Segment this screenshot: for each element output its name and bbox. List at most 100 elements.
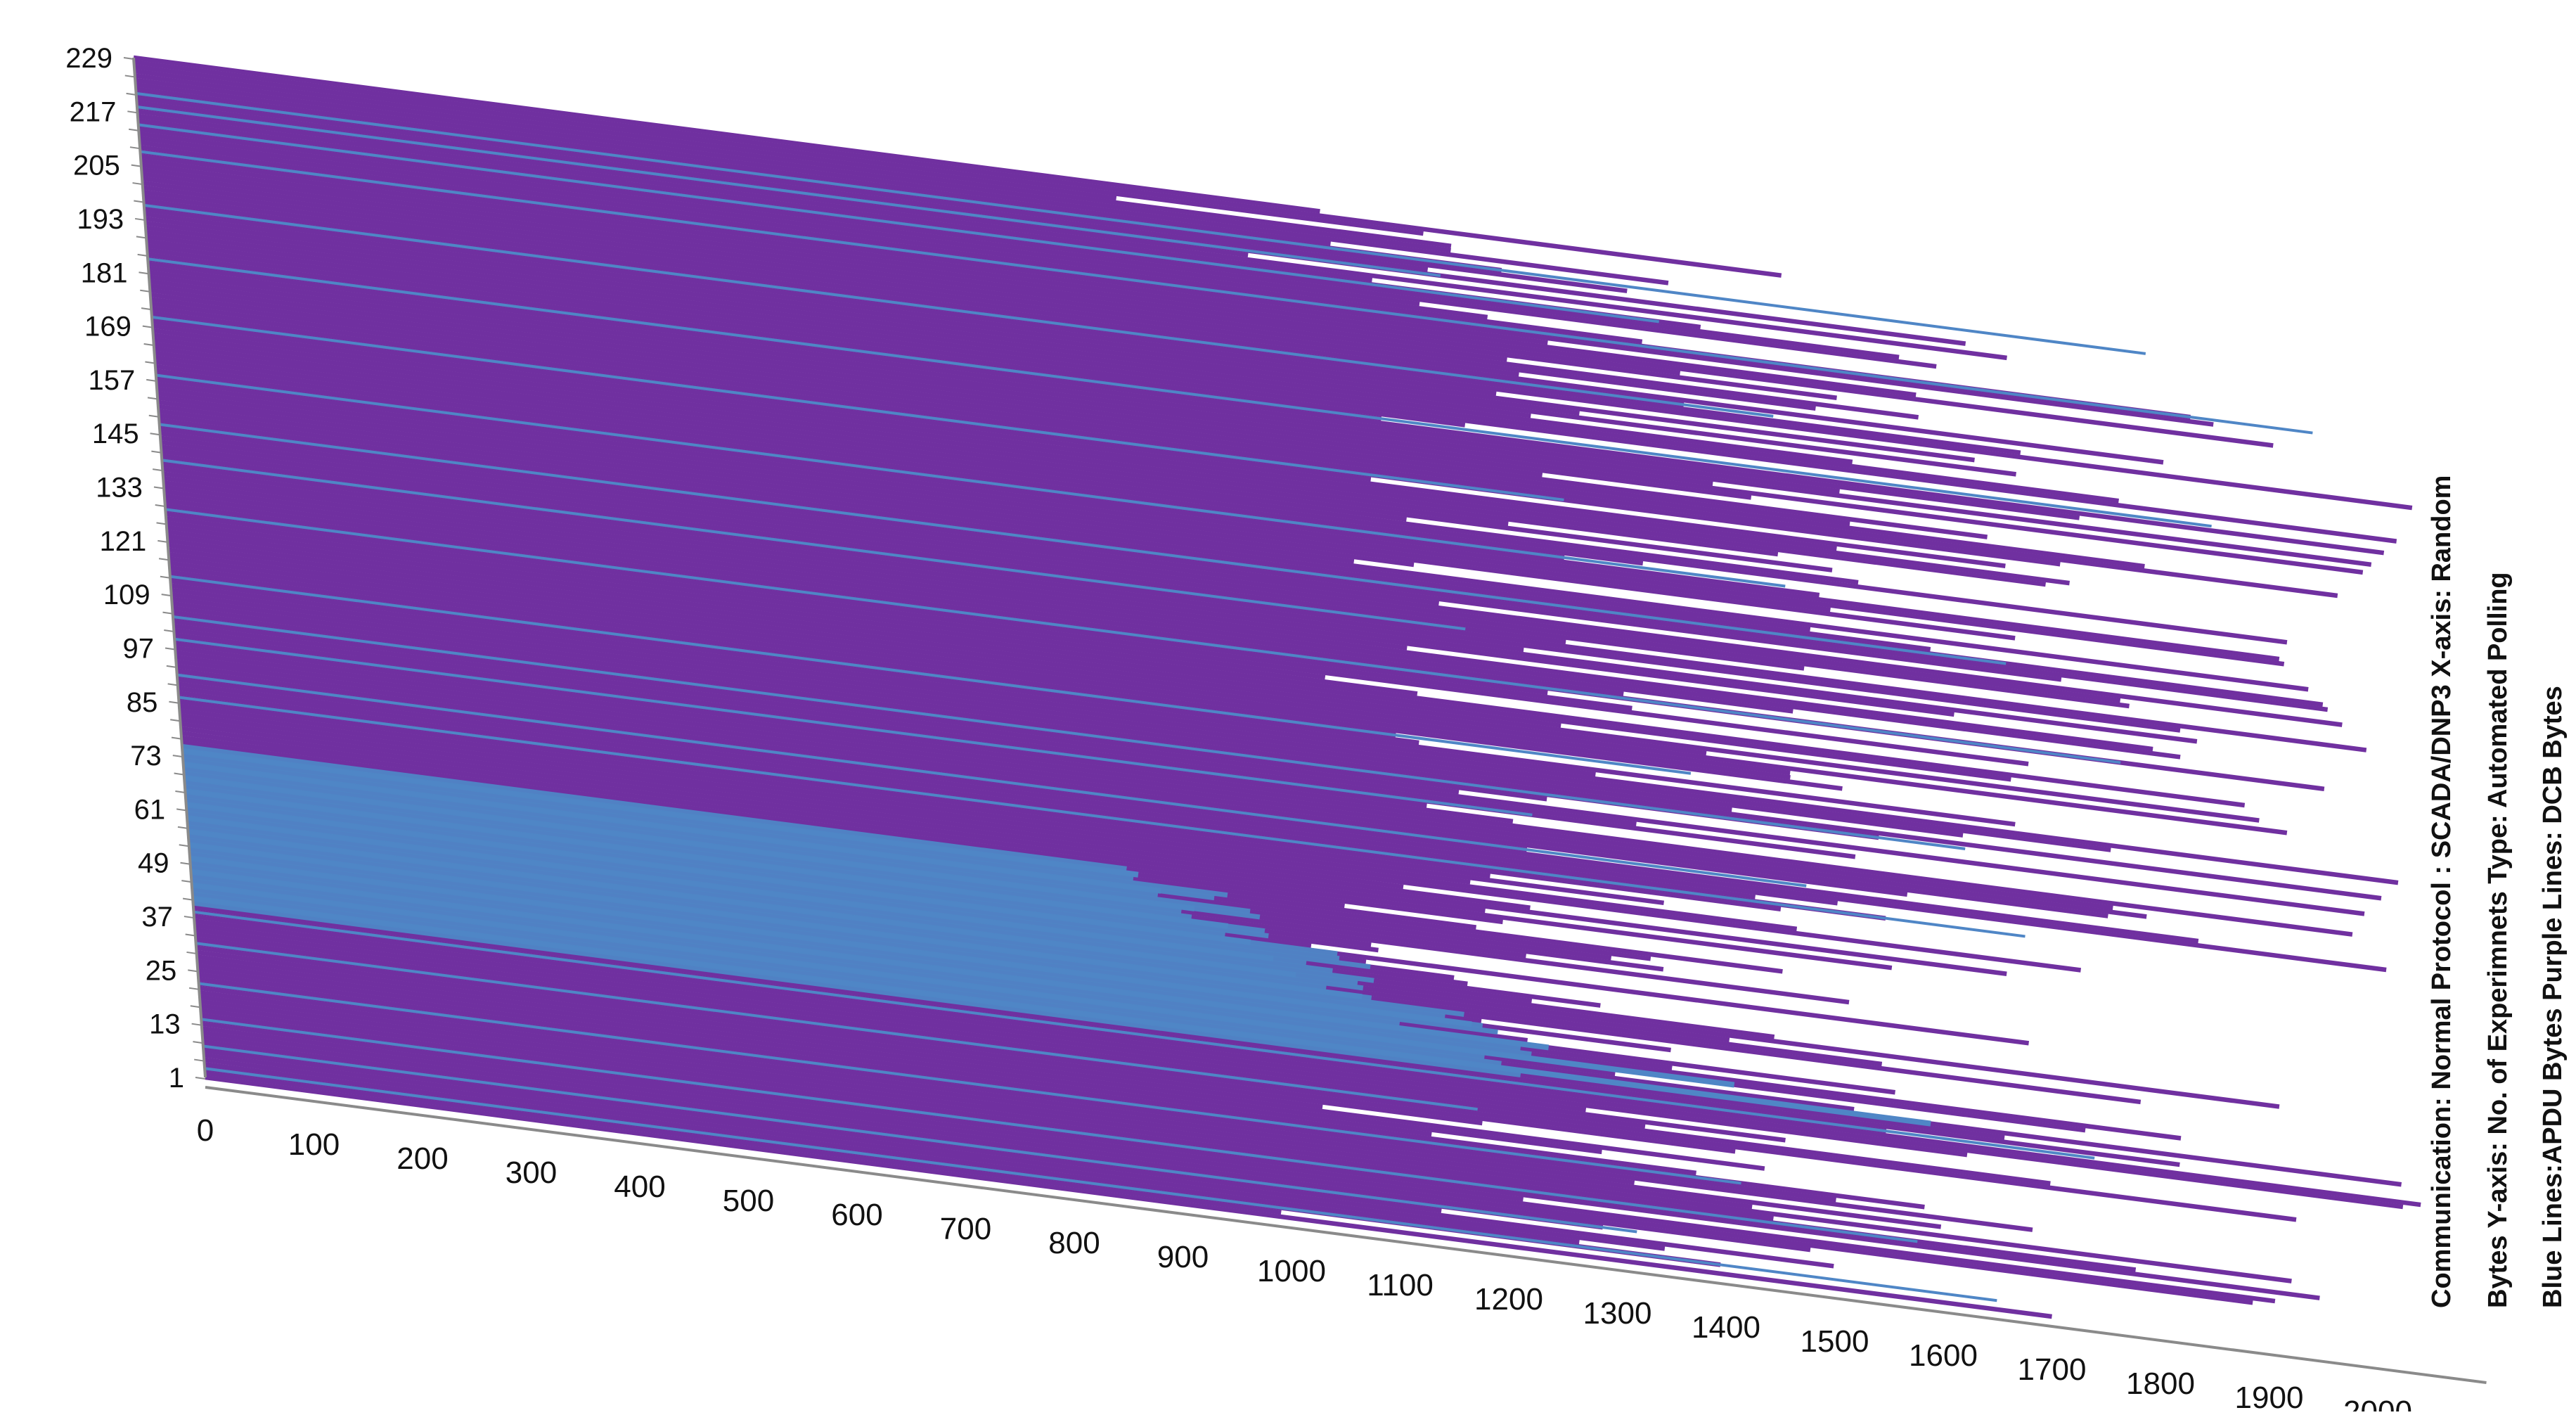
purple-bar-exp-142 (160, 444, 2121, 703)
y-minor-tick (191, 1023, 202, 1026)
y-minor-tick (182, 897, 193, 901)
purple-bar-exp-149 (158, 413, 1811, 632)
y-minor-tick (127, 110, 138, 114)
y-minor-tick (141, 307, 152, 311)
blue-band-exp-65 (184, 788, 1266, 934)
blue-band-exp-75 (181, 743, 1127, 871)
purple-bar-exp-26 (197, 963, 1765, 1171)
y-minor-tick (175, 790, 186, 793)
purple-bar-exp-180 (148, 274, 2372, 568)
purple-bar-exp-217 (136, 109, 1249, 258)
purple-bar-exp-134 (163, 480, 1954, 717)
y-minor-tick (169, 700, 179, 704)
purple-bar-exp-121 (167, 538, 2011, 782)
blue-band-exp-51 (189, 851, 1445, 1019)
blue-band-exp-48 (190, 864, 1400, 1027)
x-tick-label: 1200 (1474, 1282, 1543, 1317)
purple-bar-exp-154 (157, 390, 1831, 613)
purple-bar-exp-219 (136, 100, 1429, 272)
y-minor-tick (176, 808, 187, 812)
purple-bar-exp-100 (174, 632, 1637, 826)
y-minor-tick (143, 343, 154, 347)
purple-bar-exp-12 (201, 1025, 1524, 1202)
purple-bar-exp-161 (155, 359, 1859, 585)
purple-bar-exp-200 (142, 185, 1919, 420)
purple-bar-exp-81 (179, 717, 1798, 932)
purple-bar-exp-153 (157, 395, 2016, 641)
purple-bar-exp-207 (140, 153, 2214, 427)
purple-bar-exp-185 (147, 252, 1466, 428)
y-minor-tick (164, 629, 174, 633)
y-minor-tick (140, 289, 150, 293)
purple-bar-exp-79 (180, 726, 1404, 890)
purple-bar-exp-197 (143, 198, 2164, 465)
blue-band-exp-49 (190, 860, 1498, 1035)
purple-bar-exp-174 (150, 301, 1850, 526)
purple-bar-exp-132 (163, 489, 2153, 752)
purple-bar-exp-27 (196, 959, 1323, 1110)
y-tick-label: 25 (146, 955, 177, 986)
purple-bar-exp-82 (179, 712, 1471, 885)
purple-bar-exp-179 (148, 278, 1713, 487)
x-tick-label: 900 (1157, 1240, 1209, 1274)
x-tick-label: 1300 (1583, 1296, 1652, 1331)
purple-bar-exp-150 (157, 409, 2309, 692)
blue-band-exp-70 (183, 766, 1159, 898)
y-minor-tick (166, 665, 176, 668)
y-axis-line (132, 57, 207, 1078)
annotation-line-1: Communication: Normal Protocol : SCADA/D… (2427, 475, 2456, 1308)
x-tick-label: 800 (1048, 1226, 1100, 1260)
blue-bar-exp-208 (140, 150, 2313, 435)
purple-bar-exp-215 (137, 117, 1373, 283)
y-tick-label: 85 (127, 687, 158, 718)
blue-bar-exp-3 (204, 1067, 1997, 1302)
purple-bar-exp-210 (139, 140, 1488, 320)
purple-bar-exp-114 (169, 570, 1843, 791)
purple-bar-exp-98 (174, 641, 1427, 808)
blue-band-exp-54 (188, 838, 1327, 990)
purple-bar-exp-131 (164, 494, 2181, 760)
purple-bar-exp-182 (148, 265, 2080, 520)
purple-bar-exp-123 (167, 529, 1418, 696)
purple-bar-exp-16 (200, 1008, 2292, 1283)
purple-bar-exp-194 (144, 212, 2413, 511)
purple-bar-exp-119 (167, 547, 2260, 823)
blue-band-exp-64 (185, 793, 1269, 939)
purple-bar-exp-213 (138, 127, 1900, 360)
purple-bar-exp-15 (200, 1012, 1774, 1221)
blue-bar-exp-113 (169, 575, 1692, 775)
y-minor-tick (170, 719, 181, 722)
purple-bar-exp-89 (177, 681, 2387, 973)
purple-bar-exp-183 (148, 261, 2385, 556)
y-minor-tick (129, 128, 139, 132)
blue-bar-exp-14 (200, 1018, 1918, 1243)
purple-bar-exp-20 (199, 990, 2033, 1232)
y-minor-tick (180, 862, 191, 865)
purple-bar-exp-223 (135, 82, 1669, 286)
blue-band-exp-72 (182, 757, 1228, 898)
purple-bar-exp-102 (173, 623, 1460, 795)
purple-bar-exp-152 (157, 399, 1415, 568)
y-minor-tick (162, 611, 173, 615)
x-tick-label: 300 (505, 1155, 557, 1190)
y-minor-tick (148, 414, 159, 418)
purple-bar-exp-170 (151, 319, 1372, 482)
purple-bar-exp-105 (172, 610, 2382, 901)
y-minor-tick (139, 271, 149, 275)
blue-bar-exp-91 (176, 673, 1807, 888)
blue-band-exp-68 (183, 775, 1261, 920)
blue-bar-exp-8 (202, 1044, 1637, 1234)
y-minor-tick (155, 504, 165, 507)
purple-bar-exp-160 (155, 364, 2288, 645)
purple-bar-exp-195 (143, 207, 2021, 455)
blue-band-exp-55 (188, 833, 1364, 991)
purple-bar-exp-118 (168, 551, 1707, 756)
blue-bar-exp-184 (147, 257, 2212, 528)
purple-bar-exp-206 (140, 158, 1548, 345)
purple-bar-exp-228 (134, 60, 1782, 278)
purple-bar-exp-164 (153, 346, 1509, 526)
purple-bar-exp-120 (167, 542, 1561, 728)
purple-bar-exp-9 (202, 1039, 1811, 1253)
y-minor-tick (160, 575, 171, 579)
